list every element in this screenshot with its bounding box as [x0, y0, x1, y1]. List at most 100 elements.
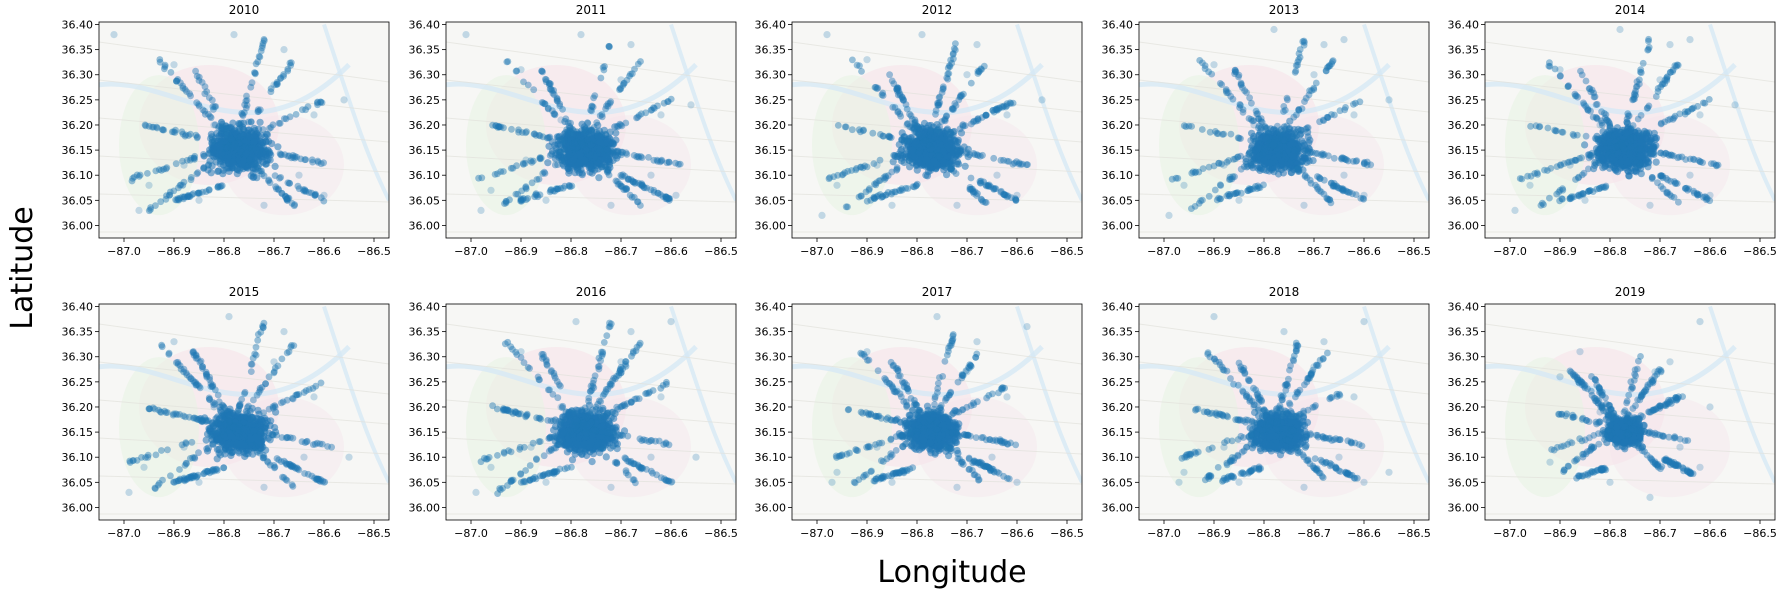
scatter-point: [947, 130, 955, 138]
scatter-point: [919, 142, 927, 150]
scatter-point: [1216, 80, 1224, 87]
scatter-point: [941, 116, 948, 124]
scatter-point: [1330, 180, 1338, 187]
x-tick-label: −86.5: [357, 245, 391, 258]
scatter-point: [257, 47, 265, 55]
scatter-point: [207, 169, 215, 177]
scatter-point: [911, 120, 918, 128]
scatter-point: [224, 143, 232, 151]
scatter-point: [302, 156, 310, 164]
scatter-point: [290, 202, 298, 210]
scatter-point: [1249, 157, 1257, 165]
scatter-point: [259, 126, 267, 133]
scatter-point: [1264, 128, 1272, 136]
scatter-point: [1296, 46, 1304, 53]
scatter-point: [853, 165, 860, 172]
scatter-point: [633, 153, 641, 161]
scatter-point: [940, 166, 948, 174]
scatter-point: [1314, 150, 1321, 158]
scatter-point: [254, 106, 262, 113]
scatter-point: [301, 156, 309, 164]
scatter-point: [1320, 151, 1328, 158]
scatter-point: [278, 151, 285, 159]
scatter-point: [1273, 132, 1281, 140]
x-tick-label: −87.0: [454, 245, 488, 258]
scatter-point: [618, 173, 626, 181]
scatter-point: [932, 110, 939, 118]
scatter-point: [1003, 157, 1011, 165]
scatter-point: [235, 139, 243, 147]
scatter-point: [318, 99, 326, 107]
scatter-point: [648, 106, 656, 114]
scatter-point: [225, 139, 233, 147]
scatter-point: [936, 140, 944, 148]
scatter-point: [570, 152, 578, 160]
scatter-point: [271, 172, 279, 180]
scatter-point: [1245, 185, 1253, 192]
scatter-point: [237, 138, 245, 146]
scatter-point: [603, 166, 611, 174]
scatter-point: [286, 113, 294, 121]
scatter-point: [1258, 118, 1266, 126]
scatter-point: [314, 99, 321, 107]
scatter-point: [205, 110, 212, 118]
scatter-point: [1293, 165, 1301, 173]
scatter-point: [630, 193, 638, 201]
scatter-point: [544, 159, 552, 167]
scatter-point: [614, 181, 622, 188]
scatter-point: [258, 138, 267, 147]
scatter-point: [273, 78, 281, 86]
scatter-point: [1352, 158, 1360, 165]
scatter-point: [246, 156, 254, 163]
scatter-point-outlier: [888, 201, 896, 209]
scatter-point: [301, 186, 309, 194]
scatter-point: [1255, 115, 1262, 123]
scatter-point: [651, 104, 658, 112]
scatter-point: [876, 191, 884, 198]
scatter-point: [908, 124, 916, 132]
scatter-point: [935, 101, 943, 109]
y-tick-label: 36.30: [409, 69, 441, 82]
scatter-point: [1360, 160, 1368, 168]
scatter-point: [541, 170, 549, 177]
scatter-point: [1216, 181, 1224, 189]
scatter-point: [665, 195, 673, 202]
scatter-point-outlier: [928, 151, 936, 159]
scatter-point: [1338, 155, 1345, 163]
scatter-point: [317, 160, 325, 168]
scatter-point: [659, 193, 667, 200]
scatter-point: [948, 105, 956, 113]
scatter-point: [1246, 186, 1253, 194]
scatter-point: [1268, 138, 1276, 146]
scatter-point: [552, 185, 560, 193]
scatter-point: [249, 144, 257, 152]
scatter-point: [1295, 168, 1303, 175]
scatter-point: [1233, 189, 1241, 197]
scatter-point: [475, 174, 482, 182]
scatter-point: [259, 148, 267, 155]
scatter-point: [1237, 152, 1244, 160]
scatter-point: [262, 148, 270, 155]
scatter-point: [585, 130, 593, 138]
scatter-point: [911, 125, 918, 132]
scatter-point: [522, 196, 530, 204]
y-tick-label: 36.00: [409, 219, 441, 232]
scatter-point: [1312, 181, 1319, 189]
scatter-point: [179, 130, 187, 138]
scatter-point: [267, 124, 275, 131]
scatter-point: [1330, 154, 1338, 162]
scatter-point: [622, 149, 630, 157]
scatter-point: [166, 188, 174, 196]
scatter-point: [944, 75, 952, 83]
scatter-point: [273, 80, 281, 88]
scatter-point: [1301, 147, 1308, 154]
scatter-point: [173, 196, 181, 204]
scatter-point: [935, 99, 942, 107]
scatter-point: [1232, 189, 1240, 197]
scatter-point: [1197, 197, 1205, 205]
scatter-point: [229, 143, 237, 151]
scatter-point: [246, 156, 253, 164]
scatter-point-outlier: [195, 196, 203, 204]
scatter-point: [656, 158, 664, 166]
scatter-point: [212, 158, 220, 166]
